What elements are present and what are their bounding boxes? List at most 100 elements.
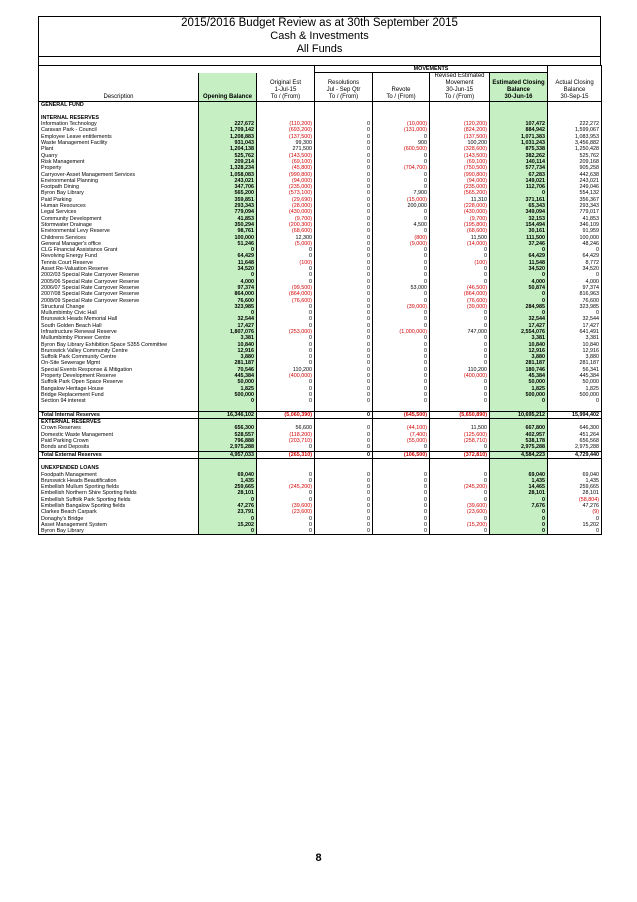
cell-resolutions: 0 xyxy=(314,209,373,216)
row-description: General Manager's office xyxy=(38,240,199,248)
cell-resolutions: 0 xyxy=(314,247,373,254)
cell-original-estimate: 110,200 xyxy=(256,366,315,374)
cell-opening-balance: 0 xyxy=(198,496,257,503)
cell-resolutions: 0 xyxy=(314,354,373,361)
cell-revised-movement: 0 xyxy=(429,272,490,279)
cell-original-estimate: (94,000) xyxy=(256,177,315,185)
cell-resolutions: 0 xyxy=(314,165,373,172)
cell-revised-movement: (120,200) xyxy=(429,121,490,128)
header-actual-closing: Actual Closing Balance 30-Sep-15 xyxy=(547,73,602,103)
row-description: Employee Leave entitlements xyxy=(38,133,199,141)
cell-estimated-closing: 64,429 xyxy=(489,253,548,260)
cell-opening-balance: 359,851 xyxy=(198,196,257,204)
table-row: Brunswick Valley Community Centre 12,916 0… xyxy=(38,347,602,355)
cell-estimated-closing: 0 xyxy=(489,398,548,405)
cell-resolutions: 0 xyxy=(314,177,373,185)
cell-estimated-closing: 4,584,223 xyxy=(489,450,548,459)
row-description: 2008/09 Special Rate Carryover Reserve xyxy=(38,297,199,304)
cell-revised-movement: 0 xyxy=(429,444,490,452)
table-row: Community Development 41,853 (9,700) 0 0 (9,7… xyxy=(38,215,602,222)
cell-estimated-closing xyxy=(489,108,548,115)
table-row: Tennis Court Reserve 11,648 (100) 0 0 (100) 11… xyxy=(38,259,602,267)
cell-revised-movement: 0 xyxy=(429,496,490,503)
cell-estimated-closing: 3,381 xyxy=(489,335,548,342)
cell-revote: 0 xyxy=(372,496,430,503)
row-description: Environmental Levy Reserve xyxy=(38,228,199,235)
table-row: Caravan Park - Council 1,709,142 (693,200)… xyxy=(38,127,602,134)
row-description: Legal Services xyxy=(38,209,199,216)
cell-opening-balance: 931,043 xyxy=(198,140,257,147)
row-description: Environmental Planning xyxy=(38,177,199,185)
cell-revote: 0 xyxy=(372,509,430,516)
row-description: Bonds and Deposits xyxy=(38,444,199,452)
cell-resolutions: 0 xyxy=(314,496,373,503)
cell-revote: (39,000) xyxy=(372,303,430,311)
cell-actual-closing: 1,599,067 xyxy=(547,127,602,134)
row-description: UNEXPENDED LOANS xyxy=(38,465,199,472)
row-description: Property Development Reserve xyxy=(38,373,199,380)
cell-resolutions: 0 xyxy=(314,509,373,516)
title-block: 2015/2016 Budget Review as at 30th Septe… xyxy=(38,16,601,57)
cell-actual-closing: 500,000 xyxy=(547,391,602,399)
cell-estimated-closing: 28,101 xyxy=(489,490,548,497)
table-row: Mullumbimby Pioneer Centre 3,381 0 0 0 0 3,381… xyxy=(38,335,602,342)
cell-revote: 0 xyxy=(372,215,430,222)
cell-revised-movement: 0 xyxy=(429,247,490,254)
cell-revote: (645,500) xyxy=(372,410,430,420)
cell-revote: 7,900 xyxy=(372,190,430,197)
cell-original-estimate: (29,690) xyxy=(256,196,315,204)
cell-actual-closing xyxy=(547,465,602,472)
cell-revised-movement: 747,000 xyxy=(429,328,490,336)
cell-opening-balance: 10,840 xyxy=(198,341,257,348)
section-heading-row: EXTERNAL RESERVES xyxy=(38,418,602,426)
cell-estimated-closing: 32,544 xyxy=(489,316,548,323)
cell-opening-balance xyxy=(198,418,257,426)
table-row: Human Resources 293,343 (28,000) 0 200,000 (2… xyxy=(38,203,602,210)
cell-opening-balance: 259,665 xyxy=(198,484,257,491)
cell-resolutions: 0 xyxy=(314,360,373,367)
cell-revised-movement xyxy=(429,101,490,109)
cell-revote: 0 xyxy=(372,477,430,485)
cell-resolutions: 0 xyxy=(314,284,373,292)
cell-opening-balance: 864,000 xyxy=(198,291,257,298)
row-description: Carryover-Asset Management Services xyxy=(38,171,199,178)
cell-estimated-closing: 30,161 xyxy=(489,228,548,235)
cell-revote xyxy=(372,418,430,426)
cell-actual-closing: 641,491 xyxy=(547,328,602,336)
cell-opening-balance: 323,985 xyxy=(198,303,257,311)
cell-estimated-closing: 112,706 xyxy=(489,184,548,191)
cell-actual-closing: 91,959 xyxy=(547,228,602,235)
cell-original-estimate: 0 xyxy=(256,310,315,317)
cell-original-estimate: (69,100) xyxy=(256,158,315,166)
cell-resolutions: 0 xyxy=(314,528,373,535)
cell-revote: 0 xyxy=(372,379,430,386)
row-description: Foodpath Management xyxy=(38,471,199,478)
row-description: Caravan Park - Council xyxy=(38,127,199,134)
cell-resolutions: 0 xyxy=(314,366,373,374)
cell-resolutions: 0 xyxy=(314,291,373,298)
cell-revised-movement: (143,500) xyxy=(429,152,490,159)
cell-estimated-closing: 1,825 xyxy=(489,385,548,392)
row-description: Structural Change xyxy=(38,303,199,311)
cell-opening-balance: 1,825 xyxy=(198,385,257,392)
cell-original-estimate: 0 xyxy=(256,335,315,342)
row-description: Information Technology xyxy=(38,121,199,128)
cell-original-estimate xyxy=(256,465,315,472)
cell-revised-movement: 100,200 xyxy=(429,140,490,147)
cell-revote: (9,000) xyxy=(372,240,430,248)
cell-revised-movement: (94,000) xyxy=(429,177,490,185)
table-row: Byron Bay Library 0 0 0 0 0 0 0 xyxy=(38,528,602,535)
cell-revote: 0 xyxy=(372,291,430,298)
cell-revote: (1,000,000) xyxy=(372,328,430,336)
cell-revote: 53,000 xyxy=(372,284,430,292)
cell-resolutions: 0 xyxy=(314,328,373,336)
cell-estimated-closing: 875,338 xyxy=(489,146,548,153)
cell-revote: (600,500) xyxy=(372,146,430,153)
cell-actual-closing: 3,456,882 xyxy=(547,140,602,147)
cell-revote xyxy=(372,458,430,466)
cell-original-estimate: (76,600) xyxy=(256,297,315,304)
table-body: GENERAL FUND INTERNAL RESERVES Information… xyxy=(38,101,602,536)
cell-original-estimate: 0 xyxy=(256,385,315,392)
cell-opening-balance: 796,888 xyxy=(198,438,257,445)
cell-actual-closing: 0 xyxy=(547,528,602,535)
